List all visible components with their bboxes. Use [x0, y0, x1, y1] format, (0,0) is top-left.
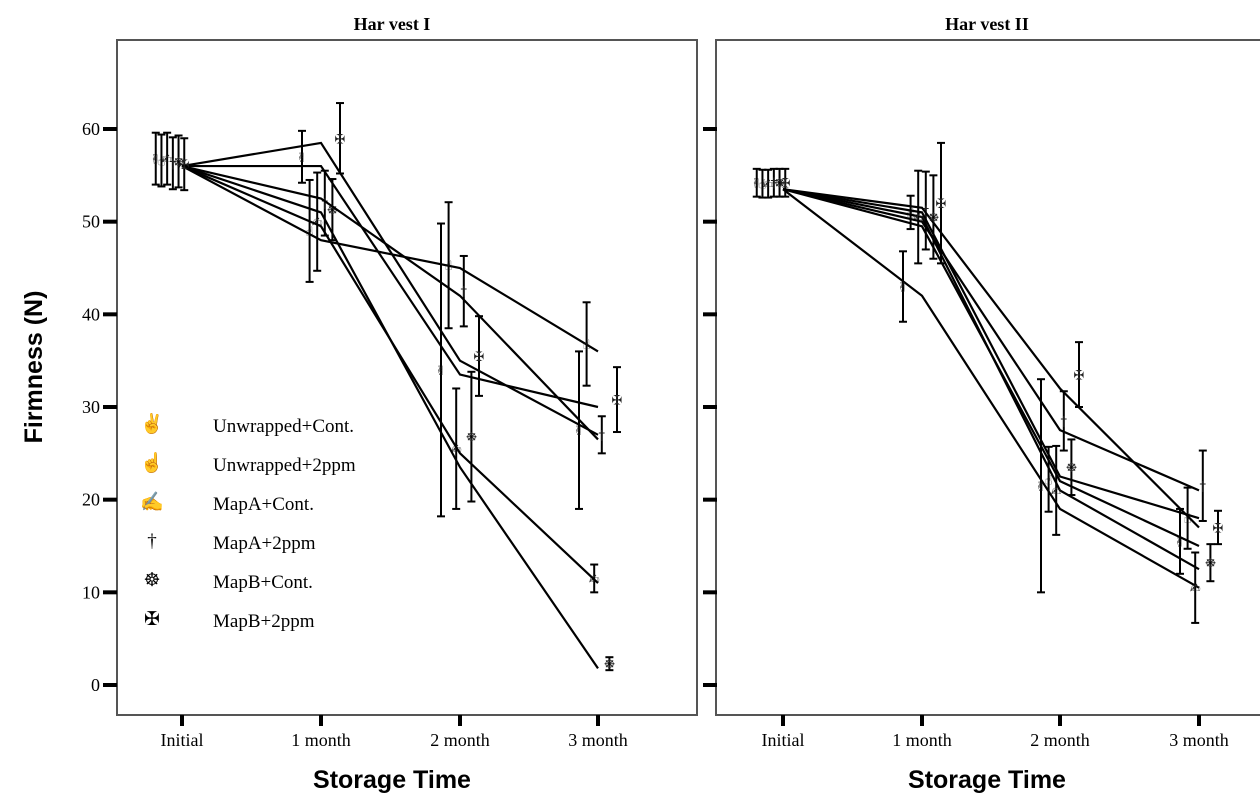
series-line	[181, 165, 599, 353]
x-tick-label: 1 month	[291, 730, 351, 750]
x-tick-label: 1 month	[892, 730, 952, 750]
axis-ticks: 0 10 20 30 40 50 60 Initial 1 month 2 month 3 mont…	[82, 119, 628, 750]
wheel-marker-icon: ☸	[143, 570, 160, 591]
series-line	[782, 188, 1200, 589]
y-tick-label: 60	[82, 119, 100, 139]
series-line	[782, 188, 1200, 529]
series-line	[782, 188, 1200, 492]
plot-marks: ✌✌✌✌☝☝☝☝✍✍✍✍††††☸☸☸☸✠✠✠✠	[150, 102, 623, 673]
panel-title: Har vest I	[354, 14, 431, 34]
data-point: †	[599, 429, 606, 444]
series-line	[181, 164, 599, 441]
data-point: ✍	[162, 153, 173, 168]
data-point: ✠	[179, 158, 190, 173]
data-point: ☸	[928, 211, 940, 226]
data-point: †	[1061, 415, 1068, 430]
series-line	[782, 188, 1200, 547]
data-point: ✠	[474, 350, 485, 365]
data-point: ✌	[1175, 535, 1186, 550]
data-point: †	[461, 285, 468, 300]
axis-ticks: Initial 1 month 2 month 3 month	[703, 127, 1229, 750]
data-point: ☝	[157, 155, 165, 170]
data-point: ☝	[583, 338, 591, 353]
data-point: ✍	[913, 211, 924, 226]
x-tick-label: 2 month	[430, 730, 490, 750]
data-point: ✍	[1190, 582, 1201, 597]
data-point: ✌	[297, 151, 308, 166]
data-point: ☝	[306, 225, 314, 240]
data-point: ✌	[574, 424, 585, 439]
data-point: ✠	[612, 394, 623, 409]
x-axis-title: Storage Time	[313, 766, 471, 793]
data-point: †	[1200, 480, 1207, 495]
data-point: ✠	[335, 132, 346, 147]
x-tick-label: 2 month	[1030, 730, 1090, 750]
y-tick-label: 0	[91, 675, 100, 695]
legend-label: MapB+Cont.	[213, 572, 313, 593]
legend-label: Unwrapped+Cont.	[213, 416, 354, 437]
data-point: ✍	[1051, 484, 1062, 499]
cross-marker-icon: †	[147, 531, 157, 552]
data-point: ✌	[898, 281, 909, 296]
panel-harvest-1: Har vest I ✌ ✌✌✌☝☝☝☝✍✍✍✍††††☸☸☸☸✠✠✠✠ 0102…	[20, 14, 698, 793]
plot-frame	[116, 39, 698, 716]
plot-marks: ✌✌✌✌☝☝☝☝✍✍✍✍††††☸☸☸☸✠✠✠✠	[751, 141, 1224, 624]
data-point: ☸	[774, 177, 786, 192]
data-point: ✠	[1213, 521, 1224, 536]
data-point: †	[771, 177, 778, 192]
data-point: ✌	[751, 177, 762, 192]
data-point: ☸	[1066, 461, 1078, 476]
y-tick-label: 40	[82, 304, 100, 324]
data-point: ✠	[780, 177, 791, 192]
series-line	[782, 188, 1200, 571]
pointing-hand-icon: ☝	[140, 451, 164, 474]
data-point: ☸	[1205, 557, 1217, 572]
victory-hand-icon: ✌	[140, 412, 164, 435]
y-axis-title: Firmness (N)	[20, 291, 48, 444]
legend-label: Unwrapped+2ppm	[213, 455, 356, 476]
data-point: †	[170, 157, 177, 172]
y-tick-label: 30	[82, 397, 100, 417]
series-line	[181, 165, 599, 669]
y-tick-label: 50	[82, 212, 100, 232]
legend-label: MapB+2ppm	[213, 611, 315, 632]
data-point: ☸	[604, 658, 616, 673]
legend-label: MapA+Cont.	[213, 494, 314, 515]
series-line	[181, 141, 599, 436]
data-point: ✠	[1074, 369, 1085, 384]
data-point: ✍	[312, 216, 323, 231]
data-point: ☸	[327, 204, 339, 219]
x-axis-title: Storage Time	[908, 766, 1066, 793]
data-point: ✌	[1036, 480, 1047, 495]
data-point: ☝	[758, 178, 766, 193]
y-tick-label: 10	[82, 582, 100, 602]
data-point: ✌	[150, 153, 161, 168]
data-point: ☝	[1045, 473, 1053, 488]
x-tick-label: Initial	[762, 730, 805, 750]
legend-label: MapA+2ppm	[213, 533, 316, 554]
data-point: ✌	[436, 364, 447, 379]
data-point: ☝	[1184, 512, 1192, 527]
data-point: ✍	[763, 178, 774, 193]
writing-hand-icon: ✍	[140, 491, 164, 513]
data-point: †	[322, 197, 329, 212]
x-tick-label: 3 month	[568, 730, 628, 750]
x-tick-label: Initial	[161, 730, 204, 750]
y-tick-label: 20	[82, 490, 100, 510]
maltese-cross-icon: ✠	[144, 609, 160, 630]
series-line	[182, 164, 599, 409]
plot-frame	[715, 39, 1260, 716]
data-point: ✠	[936, 197, 947, 212]
panel-title: Har vest II	[945, 14, 1029, 34]
data-point: ✍	[451, 443, 462, 458]
x-tick-label: 3 month	[1169, 730, 1229, 750]
legend: ✌ Unwrapped+Cont. ☝ Unwrapped+2ppm ✍ MapA+Con…	[140, 412, 356, 632]
panel-harvest-2: Har vest II ✌✌✌✌☝☝☝☝✍✍✍✍††††☸☸☸☸✠✠✠✠ Ini…	[703, 14, 1260, 793]
data-point: ☝	[445, 259, 453, 274]
data-point: ☸	[466, 431, 478, 446]
series-line	[782, 188, 1200, 520]
data-point: ☸	[173, 155, 185, 170]
